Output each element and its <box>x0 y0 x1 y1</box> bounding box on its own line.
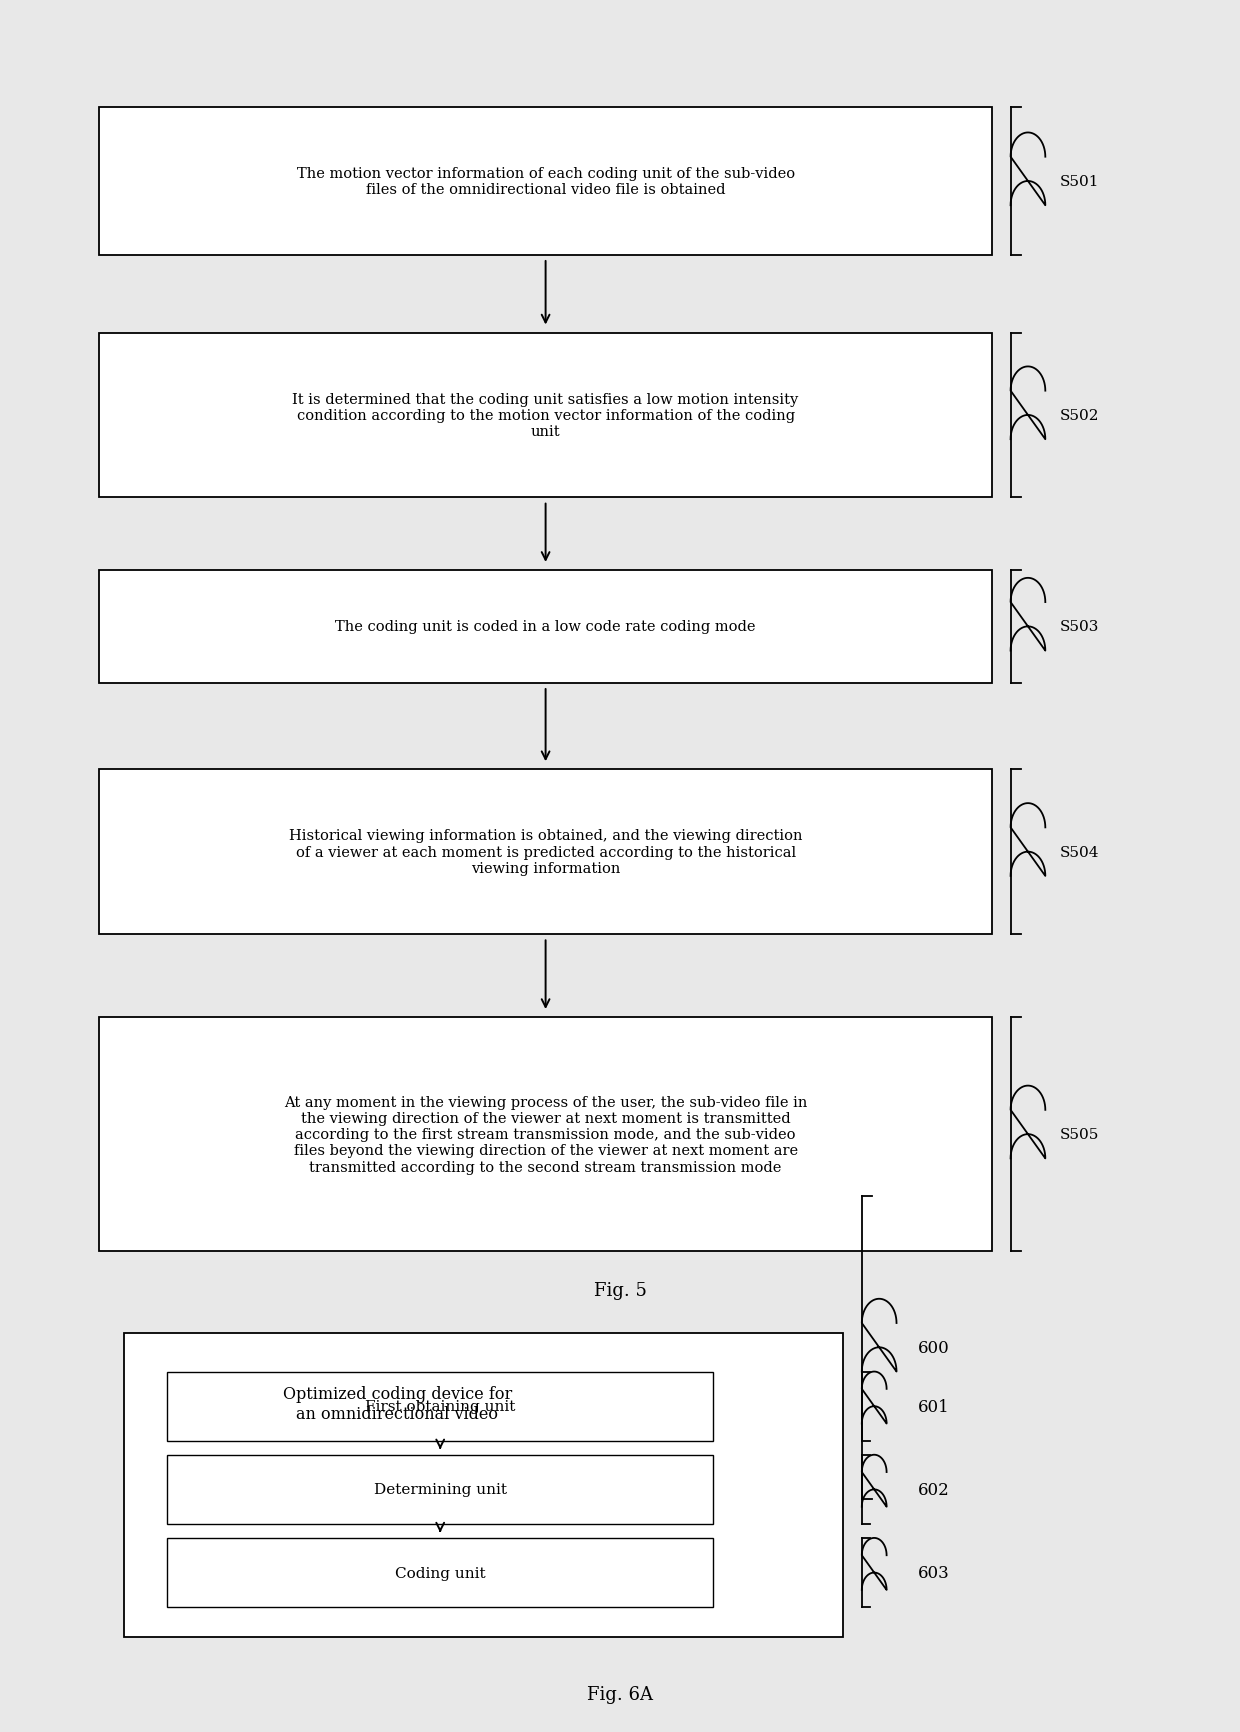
Bar <box>99 1018 992 1251</box>
Bar <box>99 333 992 499</box>
Bar <box>167 1372 713 1441</box>
Text: It is determined that the coding unit satisfies a low motion intensity
condition: It is determined that the coding unit sa… <box>293 393 799 438</box>
Bar <box>99 570 992 682</box>
Text: S502: S502 <box>1060 409 1100 423</box>
Text: 601: 601 <box>918 1398 950 1415</box>
Text: Optimized coding device for
an omnidirectional video: Optimized coding device for an omnidirec… <box>283 1386 512 1422</box>
Text: First obtaining unit: First obtaining unit <box>365 1399 516 1413</box>
Text: S505: S505 <box>1060 1128 1100 1141</box>
Text: Historical viewing information is obtained, and the viewing direction
of a viewe: Historical viewing information is obtain… <box>289 830 802 875</box>
Text: S501: S501 <box>1060 175 1100 189</box>
Text: Fig. 5: Fig. 5 <box>594 1282 646 1299</box>
Text: Determining unit: Determining unit <box>373 1483 507 1496</box>
Text: The motion vector information of each coding unit of the sub-video
files of the : The motion vector information of each co… <box>296 166 795 197</box>
Text: Fig. 6A: Fig. 6A <box>587 1685 653 1703</box>
Text: 603: 603 <box>918 1564 950 1581</box>
Text: 602: 602 <box>918 1481 950 1498</box>
Text: S504: S504 <box>1060 845 1100 859</box>
Text: The coding unit is coded in a low code rate coding mode: The coding unit is coded in a low code r… <box>335 620 756 634</box>
Text: S503: S503 <box>1060 620 1100 634</box>
Text: At any moment in the viewing process of the user, the sub-video file in
the view: At any moment in the viewing process of … <box>284 1095 807 1174</box>
Bar <box>124 1334 843 1637</box>
Text: Coding unit: Coding unit <box>394 1566 486 1580</box>
Bar <box>167 1455 713 1524</box>
Bar <box>99 769 992 935</box>
Bar <box>99 107 992 255</box>
Bar <box>167 1538 713 1607</box>
Text: 600: 600 <box>918 1339 950 1356</box>
